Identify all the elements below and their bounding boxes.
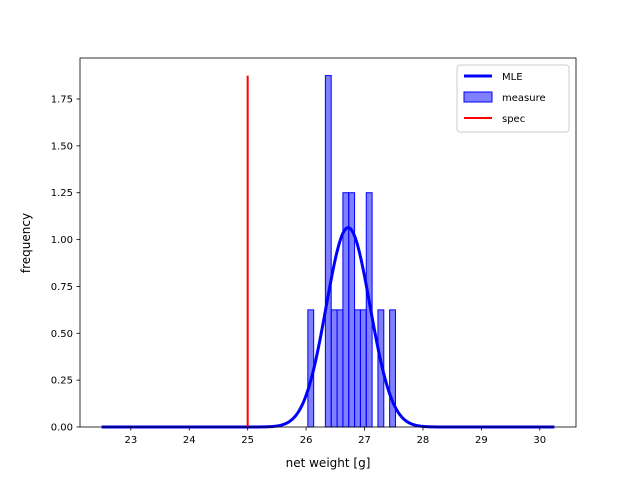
histogram-bar-14	[389, 309, 396, 428]
legend-swatch-measure	[463, 91, 493, 103]
legend: MLE measure spec	[456, 64, 570, 133]
x-tick-label: 27	[358, 435, 371, 446]
x-tick-label: 30	[533, 435, 546, 446]
histogram-bar-4	[330, 309, 338, 428]
x-tick-label: 25	[241, 435, 254, 446]
y-tick-label: 0.00	[51, 423, 73, 434]
x-tick-label: 29	[475, 435, 488, 446]
y-tick-label: 1.25	[51, 188, 73, 199]
x-tick-label: 28	[417, 435, 430, 446]
axes-frame	[79, 57, 577, 428]
legend-box	[456, 64, 570, 133]
histogram-bar-8	[354, 309, 361, 428]
histogram-bar-5	[336, 309, 344, 428]
histogram-bar-3	[324, 75, 332, 428]
x-tick-label: 26	[300, 435, 313, 446]
y-tick-label: 0.50	[51, 329, 73, 340]
y-axis-label: frequency	[19, 213, 33, 273]
legend-label: spec	[502, 114, 525, 125]
histogram-bar-9	[359, 309, 367, 428]
y-tick-label: 1.75	[51, 95, 73, 106]
y-tick-label: 0.75	[51, 282, 73, 293]
x-axis-label: net weight [g]	[286, 456, 371, 470]
legend-label: measure	[502, 93, 546, 104]
legend-label: MLE	[502, 72, 523, 83]
y-tick-label: 1.00	[51, 235, 73, 246]
y-tick-label: 1.50	[51, 141, 73, 152]
x-tick-label: 24	[183, 435, 196, 446]
x-tick-label: 23	[124, 435, 137, 446]
y-tick-label: 0.25	[51, 376, 73, 387]
axes: 23 24 25 26 27 28 29 30 0.00 0.25 0.50 0.75 1.00 1.25…	[51, 57, 577, 446]
